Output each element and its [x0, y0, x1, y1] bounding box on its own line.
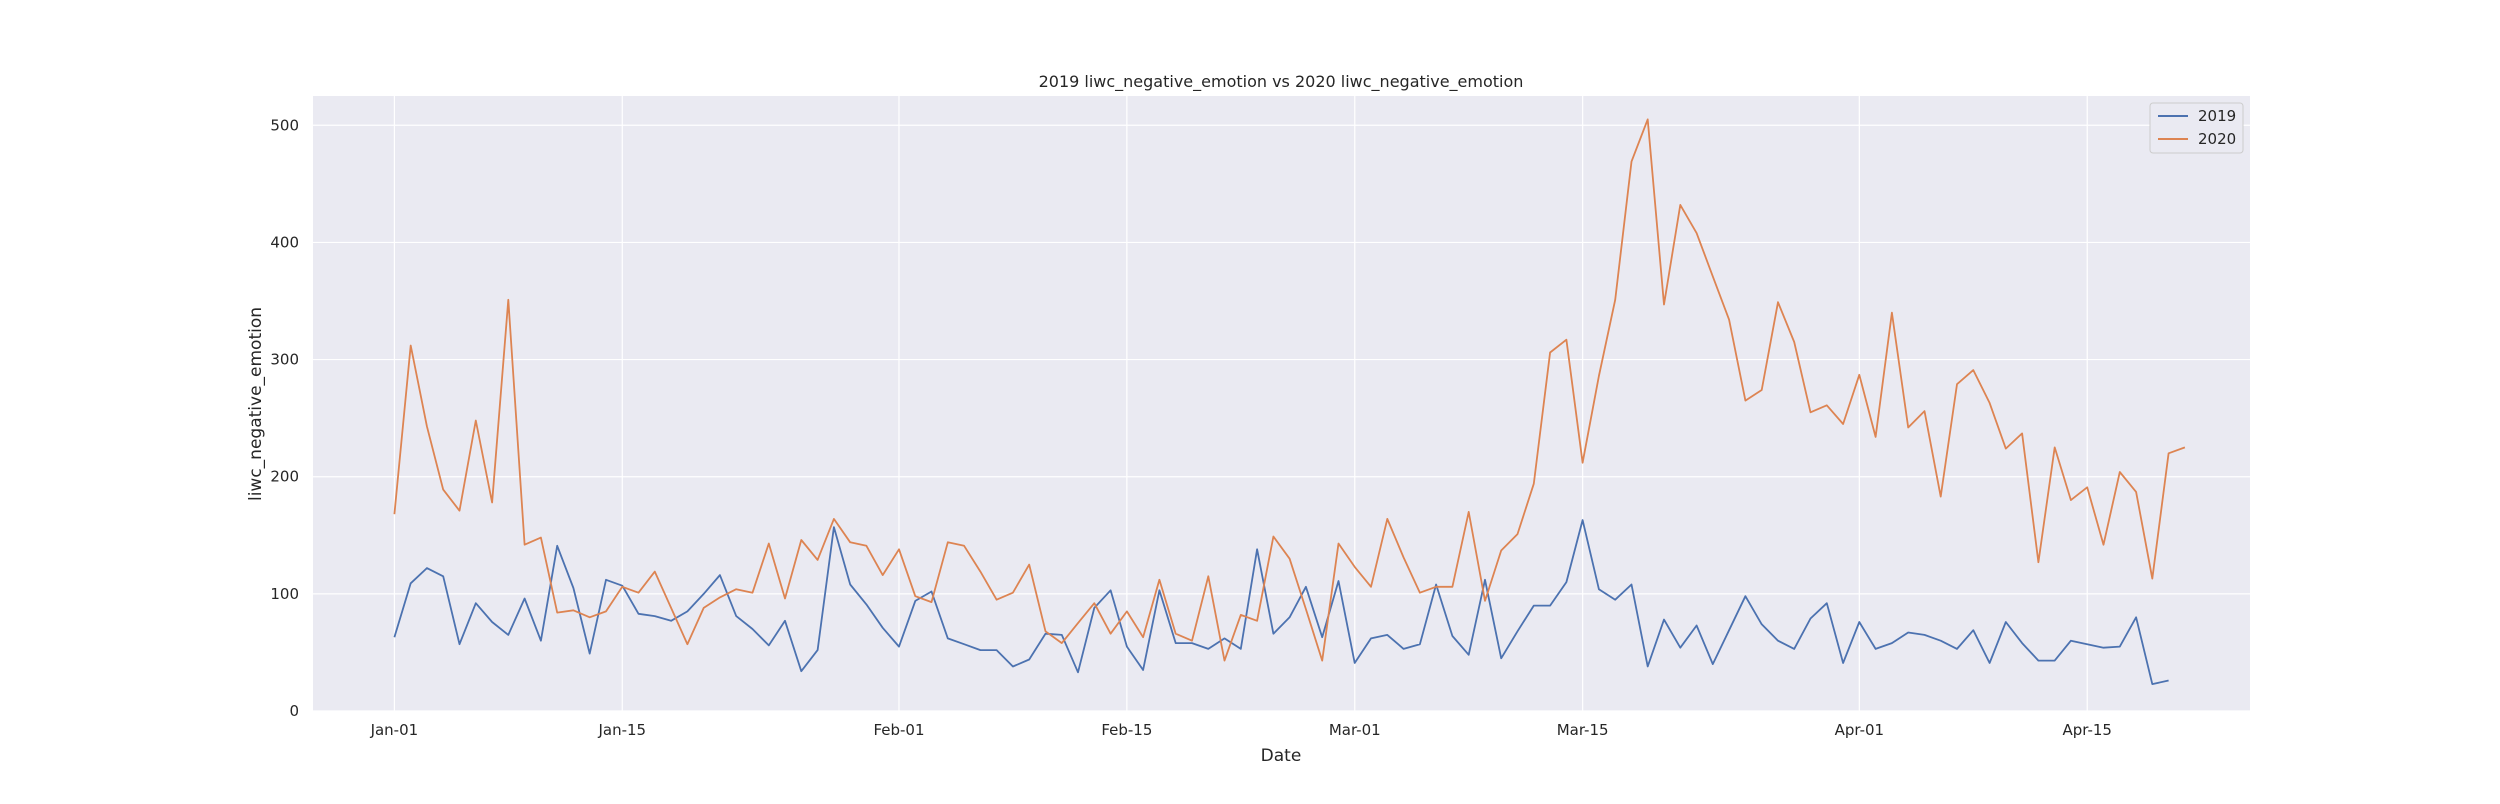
x-tick-label: Feb-01	[873, 721, 924, 739]
legend-label-2019: 2019	[2198, 107, 2236, 125]
y-tick-label: 500	[270, 116, 299, 134]
x-tick-label: Apr-01	[1835, 721, 1885, 739]
y-tick-label: 0	[289, 702, 299, 720]
x-tick-label: Mar-15	[1557, 721, 1609, 739]
legend: 2019 2020	[2149, 102, 2244, 154]
y-tick-label: 400	[270, 233, 299, 251]
x-axis-label: Date	[1261, 746, 1302, 766]
series-line-2020	[393, 118, 2186, 662]
plot-area	[313, 96, 2250, 711]
x-tick-label: Mar-01	[1329, 721, 1381, 739]
legend-label-2020: 2020	[2198, 130, 2236, 148]
y-tick-label: 200	[270, 468, 299, 486]
x-tick-label: Feb-15	[1101, 721, 1152, 739]
series-line-2019	[393, 519, 2169, 685]
y-axis-label: liwc_negative_emotion	[246, 307, 266, 501]
x-tick-label: Jan-01	[370, 721, 419, 739]
y-tick-label: 100	[270, 585, 299, 603]
axis-ticks: 0 100 200 300 400 500 Jan-01 Jan-15 Feb-01 Feb-15…	[270, 116, 2112, 739]
x-tick-label: Apr-15	[2062, 721, 2112, 739]
chart-title: 2019 liwc_negative_emotion vs 2020 liwc_…	[1039, 72, 1524, 92]
grid-lines	[313, 96, 2250, 712]
series-lines	[393, 118, 2186, 685]
y-tick-label: 300	[270, 351, 299, 369]
x-tick-label: Jan-15	[597, 721, 646, 739]
